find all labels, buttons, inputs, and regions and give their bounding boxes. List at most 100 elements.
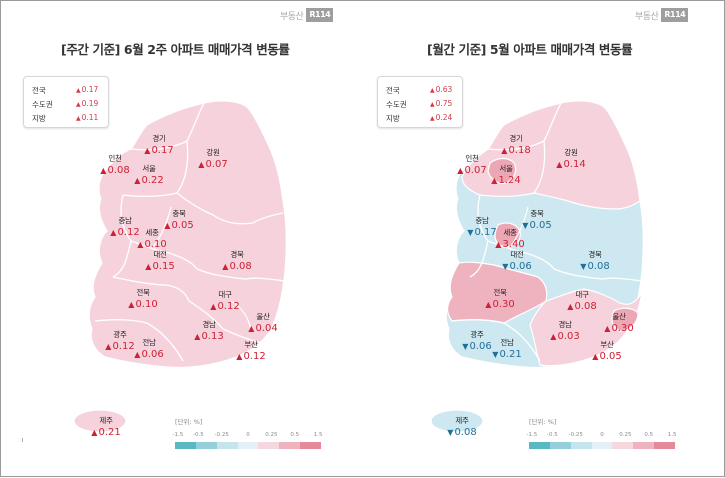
scale-tick: -0.25 bbox=[568, 432, 583, 438]
up-triangle-icon: ▲ bbox=[76, 87, 81, 94]
region-label-jeonbuk: 전북 ▲0.10 bbox=[128, 288, 158, 310]
up-triangle-icon: ▲ bbox=[556, 160, 563, 169]
down-triangle-icon: ▼ bbox=[522, 221, 529, 230]
scale-swatch bbox=[654, 442, 676, 449]
region-label-jeju: 제주 ▲0.21 bbox=[91, 416, 121, 438]
region-label-chungbuk: 충북 ▼0.05 bbox=[522, 209, 552, 231]
down-triangle-icon: ▼ bbox=[502, 262, 509, 271]
scale-tick: -0.5 bbox=[546, 432, 558, 438]
region-label-gwangju: 광주 ▲0.12 bbox=[105, 330, 135, 352]
up-triangle-icon: ▲ bbox=[91, 428, 98, 437]
up-triangle-icon: ▲ bbox=[567, 302, 574, 311]
region-label-jeonnam: 전남 ▲0.06 bbox=[134, 338, 164, 360]
region-label-incheon: 인천 ▲0.08 bbox=[100, 154, 130, 176]
summary-box-monthly: 전국 ▲0.63 수도권 ▲0.75 지방 ▲0.24 bbox=[377, 76, 463, 128]
jeju-shape bbox=[73, 409, 127, 433]
scale-tick: 1.5 bbox=[313, 432, 323, 438]
up-triangle-icon: ▲ bbox=[194, 332, 201, 341]
panel-title-weekly: [주간 기준] 6월 2주 아파트 매매가격 변동률 bbox=[61, 42, 290, 57]
up-triangle-icon: ▲ bbox=[430, 87, 435, 94]
region-label-daejeon: 대전 ▼0.06 bbox=[502, 250, 532, 272]
summary-box-weekly: 전국 ▲0.17 수도권 ▲0.19 지방 ▲0.11 bbox=[23, 76, 109, 128]
up-triangle-icon: ▲ bbox=[485, 300, 492, 309]
up-triangle-icon: ▲ bbox=[110, 228, 117, 237]
region-label-gyeongnam: 경남 ▲0.13 bbox=[194, 320, 224, 342]
scale-swatch bbox=[195, 442, 217, 449]
scale-swatch bbox=[300, 442, 322, 449]
summary-row: 전국 ▲0.63 bbox=[386, 85, 453, 95]
region-label-gyeongbuk: 경북 ▼0.08 bbox=[580, 250, 610, 272]
up-triangle-icon: ▲ bbox=[430, 115, 435, 122]
scale-swatch bbox=[591, 442, 613, 449]
color-scale-monthly: [단위: %] -1.5 -0.5 -0.25 0 0.25 0.5 1.5 bbox=[526, 414, 676, 454]
region-label-ulsan: 울산 ▲0.30 bbox=[604, 312, 634, 334]
up-triangle-icon: ▲ bbox=[76, 115, 81, 122]
scale-tick: 0 bbox=[246, 432, 250, 438]
scale-tick: 0.25 bbox=[265, 432, 278, 438]
region-label-busan: 부산 ▲0.12 bbox=[236, 340, 266, 362]
scale-swatch bbox=[549, 442, 571, 449]
up-triangle-icon: ▲ bbox=[137, 240, 144, 249]
up-triangle-icon: ▲ bbox=[222, 262, 229, 271]
up-triangle-icon: ▲ bbox=[100, 166, 107, 175]
down-triangle-icon: ▼ bbox=[580, 262, 587, 271]
region-label-chungnam: 충남 ▼0.17 bbox=[467, 216, 497, 238]
scale-tick: 0 bbox=[600, 432, 604, 438]
summary-row: 전국 ▲0.17 bbox=[32, 85, 99, 95]
scale-tick: -1.5 bbox=[172, 432, 184, 438]
up-triangle-icon: ▲ bbox=[128, 300, 135, 309]
mainland-shape bbox=[88, 100, 287, 369]
region-label-gyeonggi: 경기 ▲0.18 bbox=[501, 134, 531, 156]
region-label-busan: 부산 ▲0.05 bbox=[592, 340, 622, 362]
up-triangle-icon: ▲ bbox=[457, 166, 464, 175]
up-triangle-icon: ▲ bbox=[198, 160, 205, 169]
region-label-gangwon: 강원 ▲0.14 bbox=[556, 148, 586, 170]
brand-logo: 부동산 R114 bbox=[280, 7, 334, 23]
up-triangle-icon: ▲ bbox=[236, 352, 243, 361]
scale-swatch bbox=[279, 442, 301, 449]
up-triangle-icon: ▲ bbox=[592, 352, 599, 361]
korea-map-weekly bbox=[73, 100, 287, 433]
up-triangle-icon: ▲ bbox=[248, 324, 255, 333]
scale-swatch bbox=[237, 442, 259, 449]
region-label-gwangju: 광주 ▼0.06 bbox=[462, 330, 492, 352]
up-triangle-icon: ▲ bbox=[164, 221, 171, 230]
region-label-daegu: 대구 ▲0.08 bbox=[567, 290, 597, 312]
down-triangle-icon: ▼ bbox=[492, 350, 499, 359]
scale-swatch bbox=[258, 442, 280, 449]
panel-title-monthly: [월간 기준] 5월 아파트 매매가격 변동률 bbox=[427, 42, 633, 57]
scale-bar bbox=[529, 442, 676, 449]
scale-bar bbox=[175, 442, 322, 449]
region-label-sejong: 세종 ▲0.10 bbox=[137, 228, 167, 250]
scale-swatch bbox=[633, 442, 655, 449]
region-label-daegu: 대구 ▲0.12 bbox=[210, 290, 240, 312]
scale-tick: -1.5 bbox=[526, 432, 538, 438]
summary-row: 수도권 ▲0.75 bbox=[386, 99, 453, 109]
region-label-jeonbuk: 전북 ▲0.30 bbox=[485, 288, 515, 310]
up-triangle-icon: ▲ bbox=[134, 350, 141, 359]
brand-logo: 부동산 R114 bbox=[635, 7, 689, 23]
up-triangle-icon: ▲ bbox=[501, 146, 508, 155]
up-triangle-icon: ▲ bbox=[134, 176, 141, 185]
region-label-chungbuk: 충북 ▲0.05 bbox=[164, 209, 194, 231]
scale-tick: 0.25 bbox=[619, 432, 632, 438]
summary-row: 수도권 ▲0.19 bbox=[32, 99, 99, 109]
region-label-incheon: 인천 ▲0.07 bbox=[457, 154, 487, 176]
region-label-seoul: 서울 ▲1.24 bbox=[491, 164, 521, 186]
scale-swatch bbox=[175, 442, 196, 449]
down-triangle-icon: ▼ bbox=[467, 228, 474, 237]
region-label-ulsan: 울산 ▲0.04 bbox=[248, 312, 278, 334]
up-triangle-icon: ▲ bbox=[105, 342, 112, 351]
region-label-seoul: 서울 ▲0.22 bbox=[134, 164, 164, 186]
region-label-jeju: 제주 ▼0.08 bbox=[447, 416, 477, 438]
summary-row: 지방 ▲0.24 bbox=[386, 113, 453, 123]
region-label-gyeonggi: 경기 ▲0.17 bbox=[144, 134, 174, 156]
up-triangle-icon: ▲ bbox=[550, 332, 557, 341]
up-triangle-icon: ▲ bbox=[210, 302, 217, 311]
tick-mark bbox=[22, 438, 23, 442]
scale-swatch bbox=[529, 442, 550, 449]
scale-swatch bbox=[216, 442, 238, 449]
down-triangle-icon: ▼ bbox=[447, 428, 454, 437]
region-label-jeonnam: 전남 ▼0.21 bbox=[492, 338, 522, 360]
